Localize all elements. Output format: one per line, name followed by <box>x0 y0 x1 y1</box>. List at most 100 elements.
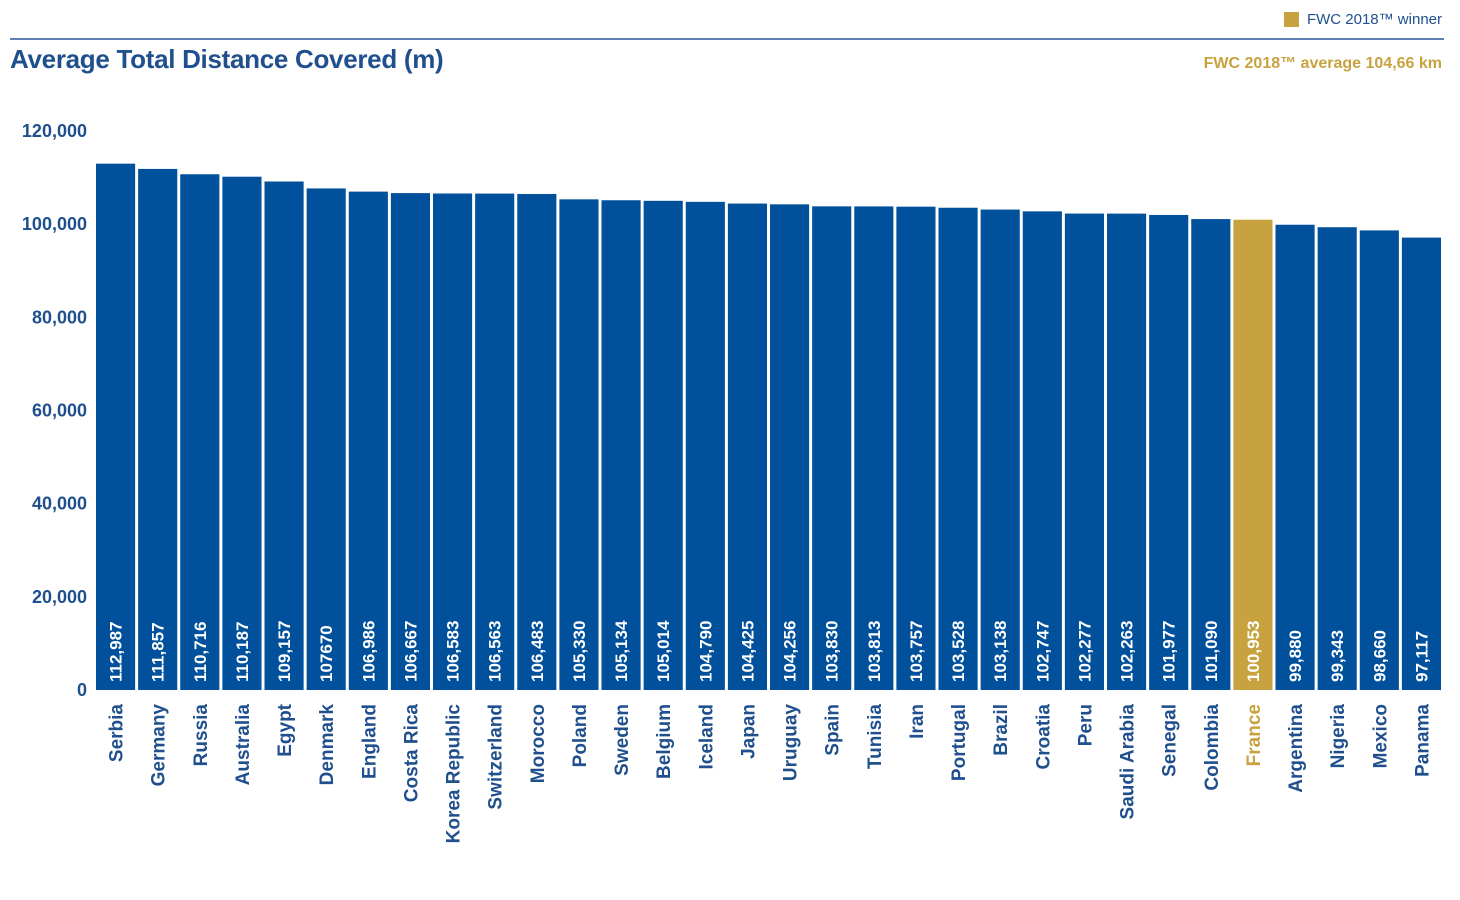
bar-value-label: 102,277 <box>1075 621 1094 682</box>
category-label: Tunisia <box>865 704 886 770</box>
bar-value-label: 103,830 <box>823 621 842 682</box>
bar-saudi-arabia <box>1107 213 1147 690</box>
bar-value-label: 104,256 <box>781 621 800 682</box>
category-label: Korea Republic <box>444 704 465 844</box>
category-label: Denmark <box>317 704 338 786</box>
category-label: France <box>1244 704 1265 766</box>
bar-australia <box>222 176 262 690</box>
bar-morocco <box>517 193 557 690</box>
category-label: Russia <box>191 704 212 767</box>
bar-value-label: 97,117 <box>1412 631 1431 682</box>
bar-value-label: 99,343 <box>1328 630 1347 682</box>
category-label: Peru <box>1075 704 1096 746</box>
category-label: Colombia <box>1202 704 1223 791</box>
chart-title: Average Total Distance Covered (m) <box>10 44 444 74</box>
category-label: Germany <box>149 704 170 787</box>
legend: FWC 2018™ winner <box>1283 11 1442 28</box>
category-label: Spain <box>823 704 844 756</box>
bar-costa-rica <box>390 193 431 691</box>
category-label: Serbia <box>107 704 128 763</box>
bar-value-label: 101,090 <box>1202 621 1221 682</box>
category-label: Panama <box>1412 704 1433 777</box>
bar-croatia <box>1022 211 1062 690</box>
bar-value-label: 106,667 <box>401 621 420 682</box>
bar-france <box>1233 219 1273 691</box>
bar-mexico <box>1359 230 1399 690</box>
category-label: Morocco <box>528 704 549 783</box>
bar-poland <box>559 199 599 690</box>
bar-value-label: 111,857 <box>149 622 168 682</box>
bar-denmark <box>306 188 346 690</box>
bar-value-label: 106,563 <box>486 621 505 682</box>
bar-brazil <box>980 209 1020 691</box>
y-tick-label: 120,000 <box>22 121 87 141</box>
y-tick-label: 80,000 <box>32 307 87 327</box>
bar-russia <box>180 174 220 690</box>
category-label: Belgium <box>654 704 675 779</box>
bar-colombia <box>1191 219 1231 690</box>
bar-value-label: 110,716 <box>191 621 210 682</box>
bar-value-label: 98,660 <box>1370 630 1389 682</box>
bar-japan <box>727 203 768 691</box>
bar-korea-republic <box>433 193 473 690</box>
category-label: Brazil <box>991 704 1012 756</box>
bar-iceland <box>685 201 725 690</box>
bar-value-label: 112,987 <box>107 621 126 682</box>
bar-value-label: 102,747 <box>1033 621 1052 682</box>
bar-value-label: 106,986 <box>359 621 378 682</box>
bar-belgium <box>643 200 683 690</box>
bar-switzerland <box>475 193 515 690</box>
legend-swatch <box>1283 12 1299 27</box>
category-label: Poland <box>570 704 591 767</box>
bar-value-label: 99,880 <box>1286 630 1305 682</box>
bar-portugal <box>938 207 978 691</box>
bar-panama <box>1401 237 1442 690</box>
bar-value-label: 103,757 <box>907 621 926 682</box>
y-tick-label: 100,000 <box>22 214 87 234</box>
bar-value-label: 106,483 <box>528 621 547 682</box>
bar-spain <box>812 206 852 690</box>
y-tick-label: 20,000 <box>32 587 87 607</box>
bar-value-label: 100,953 <box>1244 621 1263 682</box>
bar-value-label: 106,583 <box>444 621 463 682</box>
bar-senegal <box>1149 214 1189 690</box>
category-label: Costa Rica <box>401 704 422 803</box>
bar-value-label: 105,134 <box>612 620 631 682</box>
bar-value-label: 103,138 <box>991 621 1010 682</box>
category-label: Egypt <box>275 703 296 756</box>
category-label: Portugal <box>949 704 970 781</box>
bar-value-label: 103,813 <box>865 621 884 682</box>
bar-england <box>348 191 388 690</box>
bar-nigeria <box>1317 227 1357 691</box>
category-label: Iran <box>907 704 928 739</box>
y-tick-label: 60,000 <box>32 401 87 421</box>
bar-tunisia <box>854 206 894 690</box>
chart-subtitle: FWC 2018™ average 104,66 km <box>1203 55 1442 72</box>
bar-value-label: 102,263 <box>1118 621 1137 682</box>
bar-value-label: 105,330 <box>570 621 589 682</box>
y-tick-label: 0 <box>77 680 87 700</box>
bar-value-label: 110,187 <box>233 621 252 682</box>
bar-value-label: 105,014 <box>654 620 673 682</box>
category-label: Saudi Arabia <box>1118 704 1139 820</box>
bar-egypt <box>264 181 304 690</box>
category-label: Sweden <box>612 704 633 776</box>
bar-value-label: 107670 <box>317 625 336 682</box>
category-label: England <box>359 704 380 779</box>
bar-iran <box>896 206 936 691</box>
category-label: Iceland <box>696 704 717 769</box>
category-label: Australia <box>233 704 254 786</box>
bar-germany <box>138 168 178 690</box>
bar-value-label: 109,157 <box>275 621 294 682</box>
bar-serbia <box>96 163 136 691</box>
bar-uruguay <box>770 204 810 690</box>
bar-peru <box>1064 213 1105 690</box>
bar-value-label: 104,425 <box>738 621 757 682</box>
bar-value-label: 101,977 <box>1160 621 1179 682</box>
top-divider <box>10 38 1444 40</box>
category-label: Mexico <box>1370 704 1391 768</box>
category-label: Switzerland <box>486 704 507 810</box>
category-label: Uruguay <box>781 704 802 782</box>
category-label: Nigeria <box>1328 704 1349 769</box>
